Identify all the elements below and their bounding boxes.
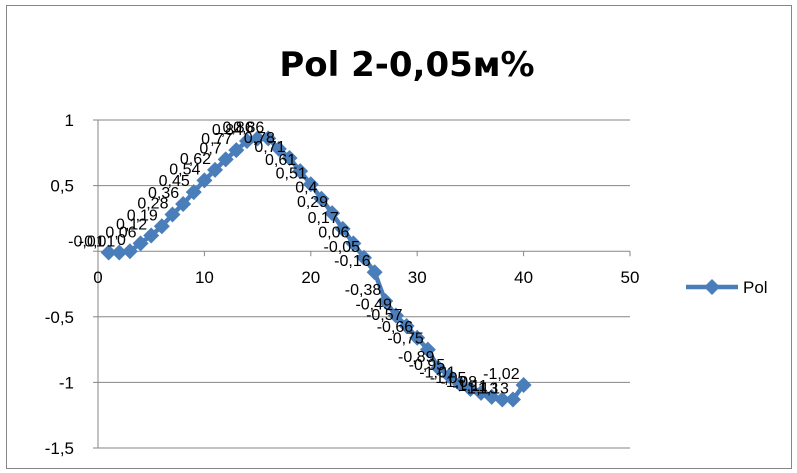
data-point bbox=[494, 391, 511, 408]
gridlines bbox=[98, 119, 630, 449]
legend: Pol bbox=[686, 278, 768, 297]
data-label: 0,36 bbox=[148, 185, 179, 202]
data-point bbox=[515, 377, 532, 394]
x-tick-label: 40 bbox=[514, 268, 533, 287]
data-label: 0,84 bbox=[212, 122, 243, 139]
data-label: -0,95 bbox=[409, 357, 446, 374]
data-point bbox=[313, 190, 330, 207]
data-point bbox=[366, 264, 383, 281]
data-label: 0,19 bbox=[127, 207, 158, 224]
x-tick-label: 20 bbox=[301, 268, 320, 287]
data-label: -0,01 bbox=[79, 234, 116, 251]
data-point bbox=[260, 130, 277, 147]
data-label: 0,51 bbox=[276, 165, 307, 182]
data-point bbox=[175, 195, 192, 212]
data-label: 0,86 bbox=[233, 119, 264, 136]
data-label: -0,16 bbox=[334, 253, 371, 270]
data-point bbox=[324, 205, 341, 222]
data-label: -1,08 bbox=[441, 374, 478, 391]
data-label: 0,17 bbox=[308, 210, 339, 227]
data-point bbox=[270, 140, 287, 157]
y-tick-label: 0,5 bbox=[50, 177, 74, 196]
data-label: -0,49 bbox=[355, 296, 392, 313]
data-label: -0,01 bbox=[68, 234, 105, 251]
data-labels: -0,01-0,01 00,060,120,190,280,360,450,540… bbox=[68, 119, 520, 397]
series-pol bbox=[100, 130, 532, 408]
data-label: 0,7 bbox=[199, 140, 221, 157]
data-point bbox=[249, 130, 266, 147]
data-label: 0 bbox=[117, 232, 126, 249]
data-label: 0,78 bbox=[244, 130, 275, 147]
data-point bbox=[217, 151, 234, 168]
data-point bbox=[504, 391, 521, 408]
data-point bbox=[419, 341, 436, 358]
data-label: 0,06 bbox=[318, 224, 349, 241]
data-label: 0,86 bbox=[222, 119, 253, 136]
data-point bbox=[398, 317, 415, 334]
data-label: 0,4 bbox=[295, 180, 317, 197]
data-label: 0,71 bbox=[254, 139, 285, 156]
x-tick-label: 30 bbox=[408, 268, 427, 287]
data-label: 0,62 bbox=[180, 151, 211, 168]
chart-area bbox=[6, 5, 792, 469]
data-label: 0,45 bbox=[159, 173, 190, 190]
data-point bbox=[356, 249, 372, 266]
data-point bbox=[143, 227, 160, 244]
data-label: -0,75 bbox=[387, 331, 424, 348]
data-point bbox=[281, 150, 298, 167]
data-label: -0,57 bbox=[366, 307, 403, 324]
data-point bbox=[292, 163, 309, 180]
data-label: -1,02 bbox=[483, 366, 520, 383]
data-point bbox=[345, 235, 362, 252]
tick-labels: 0 10 20 30 40 50 1 0,5 -0,5 -1 -1,5 bbox=[45, 111, 640, 458]
data-label: 0,28 bbox=[137, 195, 168, 212]
data-label: -1,13 bbox=[472, 380, 509, 397]
data-point bbox=[207, 161, 224, 178]
data-point bbox=[111, 244, 128, 261]
data-point bbox=[441, 367, 458, 384]
data-label: 0,29 bbox=[297, 194, 328, 211]
data-point bbox=[483, 388, 500, 405]
data-label: -1,13 bbox=[462, 380, 499, 397]
data-label: -0,66 bbox=[377, 319, 414, 336]
data-point bbox=[185, 184, 202, 201]
y-tick-label: -1 bbox=[59, 373, 74, 392]
y-tick-label: -0,5 bbox=[45, 308, 74, 327]
data-point bbox=[121, 243, 138, 260]
data-point bbox=[164, 206, 181, 223]
chart-title: Pol 2-0,05м% bbox=[279, 45, 534, 85]
data-point bbox=[377, 293, 394, 310]
data-label: -0,38 bbox=[345, 282, 382, 299]
data-point bbox=[228, 142, 245, 159]
x-tick-label: 10 bbox=[195, 268, 214, 287]
data-label: -0,89 bbox=[398, 349, 435, 366]
data-point bbox=[132, 235, 149, 252]
data-label: 0,54 bbox=[169, 161, 200, 178]
series-line-pol bbox=[108, 136, 526, 402]
data-point bbox=[238, 132, 255, 149]
data-label: -0,05 bbox=[324, 239, 361, 256]
data-point bbox=[387, 307, 404, 324]
data-label: 0,61 bbox=[265, 152, 296, 169]
x-tick-label: 50 bbox=[621, 268, 640, 287]
data-label: 0,77 bbox=[201, 131, 232, 148]
data-label: 0,06 bbox=[105, 224, 136, 241]
data-label: -1,05 bbox=[430, 370, 467, 387]
data-point bbox=[409, 329, 426, 346]
data-point bbox=[100, 244, 117, 261]
y-tick-label: -1,5 bbox=[45, 439, 74, 458]
legend-label: Pol bbox=[743, 278, 768, 297]
data-point bbox=[196, 172, 213, 189]
data-point bbox=[302, 176, 319, 193]
data-point bbox=[153, 218, 170, 235]
legend-marker bbox=[704, 279, 720, 295]
data-label: -1,11 bbox=[452, 378, 487, 395]
data-label: 0,12 bbox=[116, 216, 147, 233]
y-tick-label: 1 bbox=[65, 111, 74, 130]
data-point bbox=[334, 220, 351, 237]
data-label: -1,01 bbox=[419, 365, 456, 382]
x-tick-label: 0 bbox=[93, 268, 102, 287]
data-point bbox=[430, 359, 447, 376]
